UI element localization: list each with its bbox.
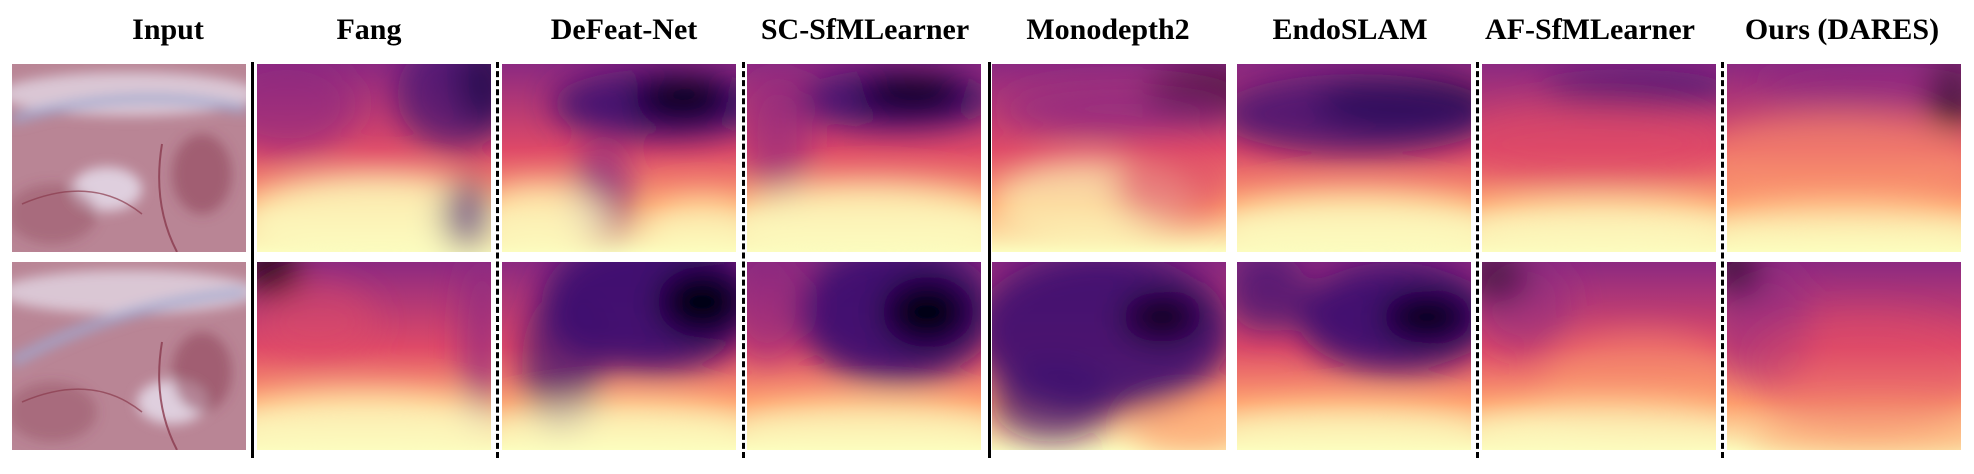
depth-map-scsfm-row-2 [747,262,981,450]
column-title-input: Input [132,13,204,46]
input-image-row-2 [12,262,246,450]
separator-dashed-3 [1476,62,1479,458]
separator-dashed-1 [496,62,499,458]
depth-map-defeat-row-1 [502,64,736,252]
depth-map-fang-row-2 [257,262,491,450]
separator-solid-2 [988,62,991,458]
separator-dashed-2 [742,62,745,458]
depth-map-ours-row-2 [1727,262,1961,450]
depth-map-endoslam-row-2 [1237,262,1471,450]
depth-map-scsfm-row-1 [747,64,981,252]
column-title-fang: Fang [336,13,402,46]
column-title-af-sfmlearner: AF-SfMLearner [1485,13,1695,46]
column-title-defeat-net: DeFeat-Net [550,13,698,46]
column-title-endoslam: EndoSLAM [1272,13,1428,46]
depth-map-md2-row-1 [992,64,1226,252]
depth-map-fang-row-1 [257,64,491,252]
column-title-sc-sfmlearner: SC-SfMLearner [760,13,970,46]
separator-solid-1 [251,62,254,458]
depth-map-endoslam-row-1 [1237,64,1471,252]
column-title-ours-dares: Ours (DARES) [1744,13,1940,46]
separator-dashed-4 [1721,62,1724,458]
input-image-row-1 [12,64,246,252]
depth-map-defeat-row-2 [502,262,736,450]
depth-map-ours-row-1 [1727,64,1961,252]
depth-map-md2-row-2 [992,262,1226,450]
column-title-monodepth2: Monodepth2 [1026,13,1190,46]
depth-map-afsfm-row-2 [1482,262,1716,450]
depth-map-afsfm-row-1 [1482,64,1716,252]
